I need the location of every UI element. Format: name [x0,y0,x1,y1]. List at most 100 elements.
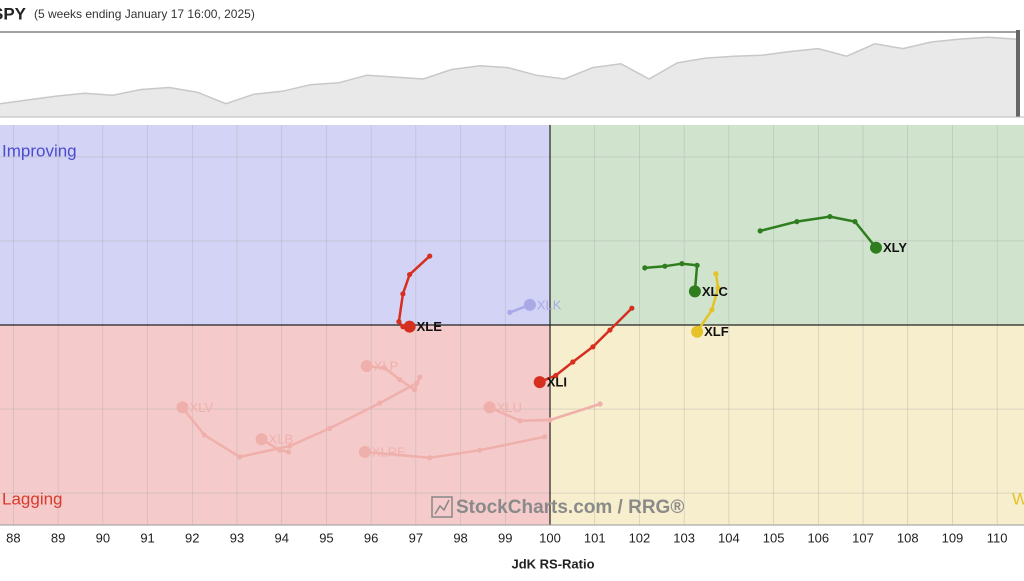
tail-line [695,272,720,333]
tail-head [688,285,701,298]
tail: XLI [533,305,635,390]
x-tick-label: 88 [6,530,20,545]
watermark: StockCharts.com / RRG® [456,497,684,518]
tail-point [477,447,483,453]
tail-label: XLRE [372,444,406,459]
tail-label: XLV [189,400,213,415]
tail-point [794,219,800,225]
tail-point [713,271,719,277]
tail-point [852,219,858,225]
x-tick-label: 109 [942,530,964,545]
tail-point [642,265,648,271]
x-tick-label: 96 [364,530,378,545]
plot: Improving Lagging W StockCharts.com / RRG® 8… [0,125,1024,576]
tail-point [381,365,388,371]
tail-label: XLK [537,297,562,312]
panel-scroll [1016,30,1020,117]
tail-label: XLB [269,432,294,447]
x-tick-label: 93 [230,530,244,545]
tail-head [523,298,536,311]
x-tick-label: 98 [453,530,467,545]
x-tick-label: 94 [274,530,288,545]
price-area [0,37,1016,118]
tail-point [407,271,413,278]
quadrant-label: W [1012,489,1024,508]
x-tick-label: 108 [897,530,919,545]
tail-point [396,319,402,325]
tail-point [607,327,613,333]
tail-point [662,263,668,269]
price-line [0,36,1017,105]
tail-head [403,320,416,333]
subtitle: (5 weeks ending January 17 16:00, 2025) [34,7,255,21]
x-tick-label: 110 [987,530,1008,545]
tail: XLK [507,297,562,315]
tail-point [542,434,548,440]
tail: XLP [360,359,423,393]
tail-point [517,418,523,424]
tail-point [629,305,635,311]
tail-line [538,306,634,384]
tail-head [176,401,189,414]
tail-point [597,401,603,407]
tail: XLU [483,400,603,424]
tail-label: XLC [702,284,729,299]
x-axis-title: JdK RS-Ratio [511,556,594,571]
tail-point [285,449,292,455]
tail-point [709,307,715,313]
tail-point [417,374,423,380]
tail-label: XLU [497,400,522,415]
tail-point [757,228,763,234]
tail-point [276,447,283,453]
tail-head [533,376,546,389]
x-tick-label: 99 [498,530,512,545]
tail-point [427,253,433,259]
tail-label: XLE [417,319,443,334]
tail-label: XLP [374,359,399,374]
tail-line [488,402,602,423]
quadrant-lagging [0,325,551,525]
watermark-icon [434,499,450,515]
x-tick-label: 101 [584,530,606,545]
tail-head [691,325,704,338]
tail-head [255,433,268,446]
tail-point [427,455,433,461]
tail: XLE [396,253,442,334]
x-tick-label: 95 [319,530,333,545]
x-axis-bg [0,525,1024,576]
x-tick-label: 90 [96,530,110,545]
quadrant-improving [0,125,551,325]
x-tick-label: 107 [852,530,874,545]
tail-point [827,213,833,220]
x-tick-label: 92 [185,530,199,545]
tail-point [397,377,403,383]
tail-head [869,241,882,254]
tail: XLRE [358,434,548,461]
tail-point [411,387,418,393]
tail-label: XLF [704,324,729,339]
tail-point [287,443,293,449]
x-tick-label: 91 [140,530,154,545]
tail-point [570,359,576,365]
tail-point [553,372,559,379]
tail: XLC [642,261,729,299]
tail-point [547,417,553,423]
quadrant-weakening [550,325,1024,525]
x-tick-label: 102 [629,530,651,545]
tail-head [360,360,373,373]
watermark-icon [431,496,453,518]
tail: XLY [757,213,907,255]
tail-point [201,432,207,438]
quadrant-label: Improving [2,141,77,160]
tail-head [483,401,496,414]
x-tick-label: 89 [51,530,65,545]
tail-point [377,400,383,406]
symbol: SPY [0,4,27,23]
x-tick-label: 97 [409,530,423,545]
x-tick-label: 100 [539,530,561,545]
tail-point [715,285,721,291]
tail-point [679,261,685,267]
tail-point [694,262,700,268]
tail: XLF [691,271,729,339]
